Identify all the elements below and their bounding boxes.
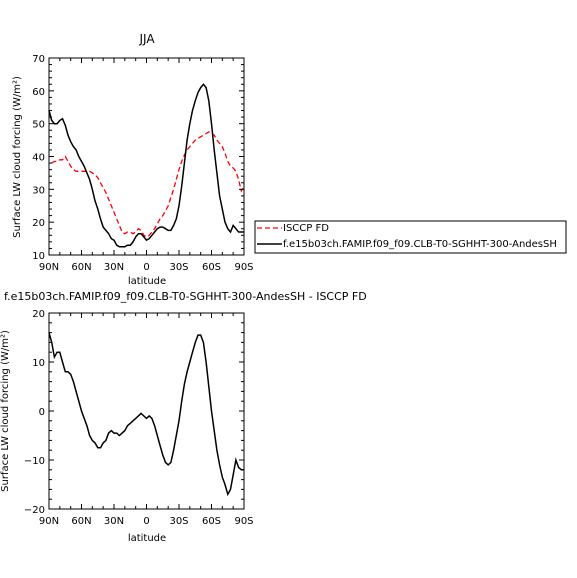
legend-frame [254,220,567,254]
top-panel-title: JJA [138,32,155,46]
top-x-tick-label: 60N [71,262,91,273]
legend-isccp-label: ISCCP FD [283,223,329,234]
top-y-tick-label: 50 [32,120,45,131]
bottom-axis-ticks: 90N 60N 30N 0 30S 60S 90S −20 −10 0 10 20 [24,309,254,527]
bottom-x-tick-label: 30S [169,516,188,527]
bottom-x-tick-label: 0 [143,516,149,527]
legend-model-label: f.e15b03ch.FAMIP.f09_f09.CLB-T0-SGHHT-30… [283,239,557,250]
top-x-tick-label: 90S [234,262,253,273]
bottom-y-tick-label: −10 [24,456,45,467]
bottom-x-tick-label: 30N [104,516,124,527]
top-model-series-line [48,83,244,248]
top-x-tick-label: 30S [169,262,188,273]
bottom-y-tick-label: 20 [32,309,45,320]
bottom-y-tick-label: 10 [32,358,45,369]
bottom-x-tick-label: 90N [39,516,59,527]
bottom-y-tick-label: 0 [39,407,45,418]
top-panel: JJA 90N 60N 30N 0 30S 60S 90S 10 20 30 40 50 60 70 Su… [12,32,254,287]
top-x-tick-label: 30N [104,262,124,273]
bottom-x-tick-label: 60S [202,516,221,527]
top-xlabel: latitude [128,276,166,287]
top-x-tick-label: 90N [39,262,59,273]
bottom-y-tick-label: −20 [24,505,45,516]
top-ylabel: Surface LW cloud forcing (W/m²) [12,76,23,238]
bottom-xlabel: latitude [128,533,166,544]
bottom-plot-frame [48,312,245,510]
bottom-x-tick-label: 90S [234,516,253,527]
top-y-tick-label: 20 [32,218,45,229]
legend: ISCCP FD f.e15b03ch.FAMIP.f09_f09.CLB-T0… [254,220,567,254]
top-x-tick-label: 0 [143,262,149,273]
top-x-tick-label: 60S [202,262,221,273]
top-y-tick-label: 30 [32,185,45,196]
bottom-difference-series-line [48,332,244,497]
bottom-ylabel: Surface LW cloud forcing (W/m²) [0,330,11,492]
bottom-x-tick-label: 60N [71,516,91,527]
bottom-panel: f.e15b03ch.FAMIP.f09_f09.CLB-T0-SGHHT-30… [0,290,367,544]
bottom-panel-title: f.e15b03ch.FAMIP.f09_f09.CLB-T0-SGHHT-30… [4,290,367,303]
top-axis-ticks: 90N 60N 30N 0 30S 60S 90S 10 20 30 40 50 60 70 [32,54,253,273]
top-y-tick-label: 60 [32,87,45,98]
top-y-tick-label: 70 [32,54,45,65]
top-isccp-series-line [51,131,245,238]
top-y-tick-label: 40 [32,153,45,164]
top-y-tick-label: 10 [32,251,45,262]
